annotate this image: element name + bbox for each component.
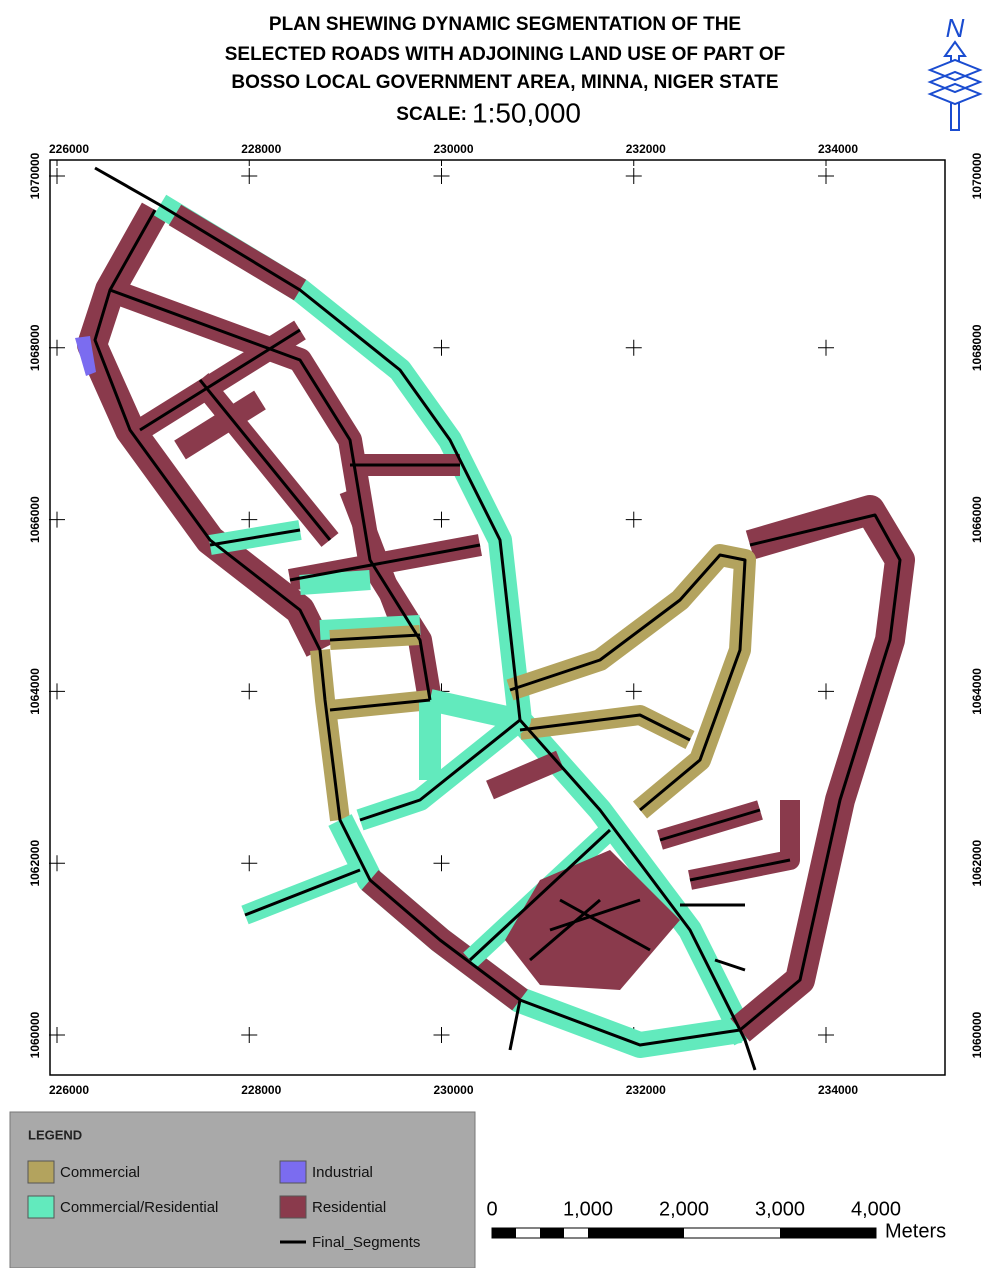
x-tick-label-bottom: 234000 — [818, 1083, 858, 1097]
legend-label: Industrial — [312, 1164, 373, 1181]
x-tick-label-top: 230000 — [433, 142, 473, 156]
y-tick-label-left: 1064000 — [28, 668, 42, 715]
legend-swatch — [280, 1196, 306, 1218]
y-tick-label-left: 1070000 — [28, 152, 42, 199]
y-tick-label-left: 1068000 — [28, 324, 42, 371]
legend-label: Commercial/Residential — [60, 1199, 218, 1216]
legend-swatch — [28, 1161, 54, 1183]
legend-title: LEGEND — [28, 1127, 82, 1142]
y-tick-label-right: 1068000 — [970, 324, 984, 371]
y-tick-label-left: 1060000 — [28, 1011, 42, 1058]
scale-bar-fill — [588, 1228, 684, 1238]
scale-bar-fill — [492, 1228, 516, 1238]
y-tick-label-left: 1062000 — [28, 840, 42, 887]
scale-label: SCALE: — [396, 104, 467, 125]
y-tick-label-right: 1062000 — [970, 840, 984, 887]
scale-value: 1:50,000 — [472, 97, 581, 128]
y-tick-label-right: 1066000 — [970, 496, 984, 543]
y-tick-label-right: 1060000 — [970, 1011, 984, 1058]
legend-label: Commercial — [60, 1164, 140, 1181]
layers-icon — [930, 60, 980, 104]
map-page: PLAN SHEWING DYNAMIC SEGMENTATION OF THE… — [0, 0, 994, 1268]
x-tick-label-top: 232000 — [626, 142, 666, 156]
scale-bar-label: 0 — [486, 1198, 497, 1220]
legend-label: Final_Segments — [312, 1234, 420, 1251]
x-tick-label-bottom: 228000 — [241, 1083, 281, 1097]
x-tick-label-top: 234000 — [818, 142, 858, 156]
x-tick-label-bottom: 226000 — [49, 1083, 89, 1097]
scale-unit: Meters — [885, 1220, 946, 1242]
title-line: PLAN SHEWING DYNAMIC SEGMENTATION OF THE — [269, 14, 741, 35]
legend-label: Residential — [312, 1199, 386, 1216]
y-tick-label-right: 1064000 — [970, 668, 984, 715]
scale-bar-label: 3,000 — [755, 1198, 805, 1220]
legend-swatch — [280, 1161, 306, 1183]
title-line: BOSSO LOCAL GOVERNMENT AREA, MINNA, NIGE… — [231, 72, 778, 93]
x-tick-label-bottom: 230000 — [433, 1083, 473, 1097]
legend-swatch — [28, 1196, 54, 1218]
north-label: N — [946, 13, 965, 43]
x-tick-label-bottom: 232000 — [626, 1083, 666, 1097]
scale-bar-label: 2,000 — [659, 1198, 709, 1220]
title-line: SELECTED ROADS WITH ADJOINING LAND USE O… — [225, 44, 786, 65]
scale-bar-label: 1,000 — [563, 1198, 613, 1220]
scale-bar-fill — [540, 1228, 564, 1238]
legend: LEGEND Commercial Industrial Commercial/Re… — [10, 1112, 475, 1268]
x-tick-label-top: 228000 — [241, 142, 281, 156]
y-tick-label-left: 1066000 — [28, 496, 42, 543]
x-tick-label-top: 226000 — [49, 142, 89, 156]
y-tick-label-right: 1070000 — [970, 152, 984, 199]
scale-bar-fill — [780, 1228, 876, 1238]
scale-bar-label: 4,000 — [851, 1198, 901, 1220]
